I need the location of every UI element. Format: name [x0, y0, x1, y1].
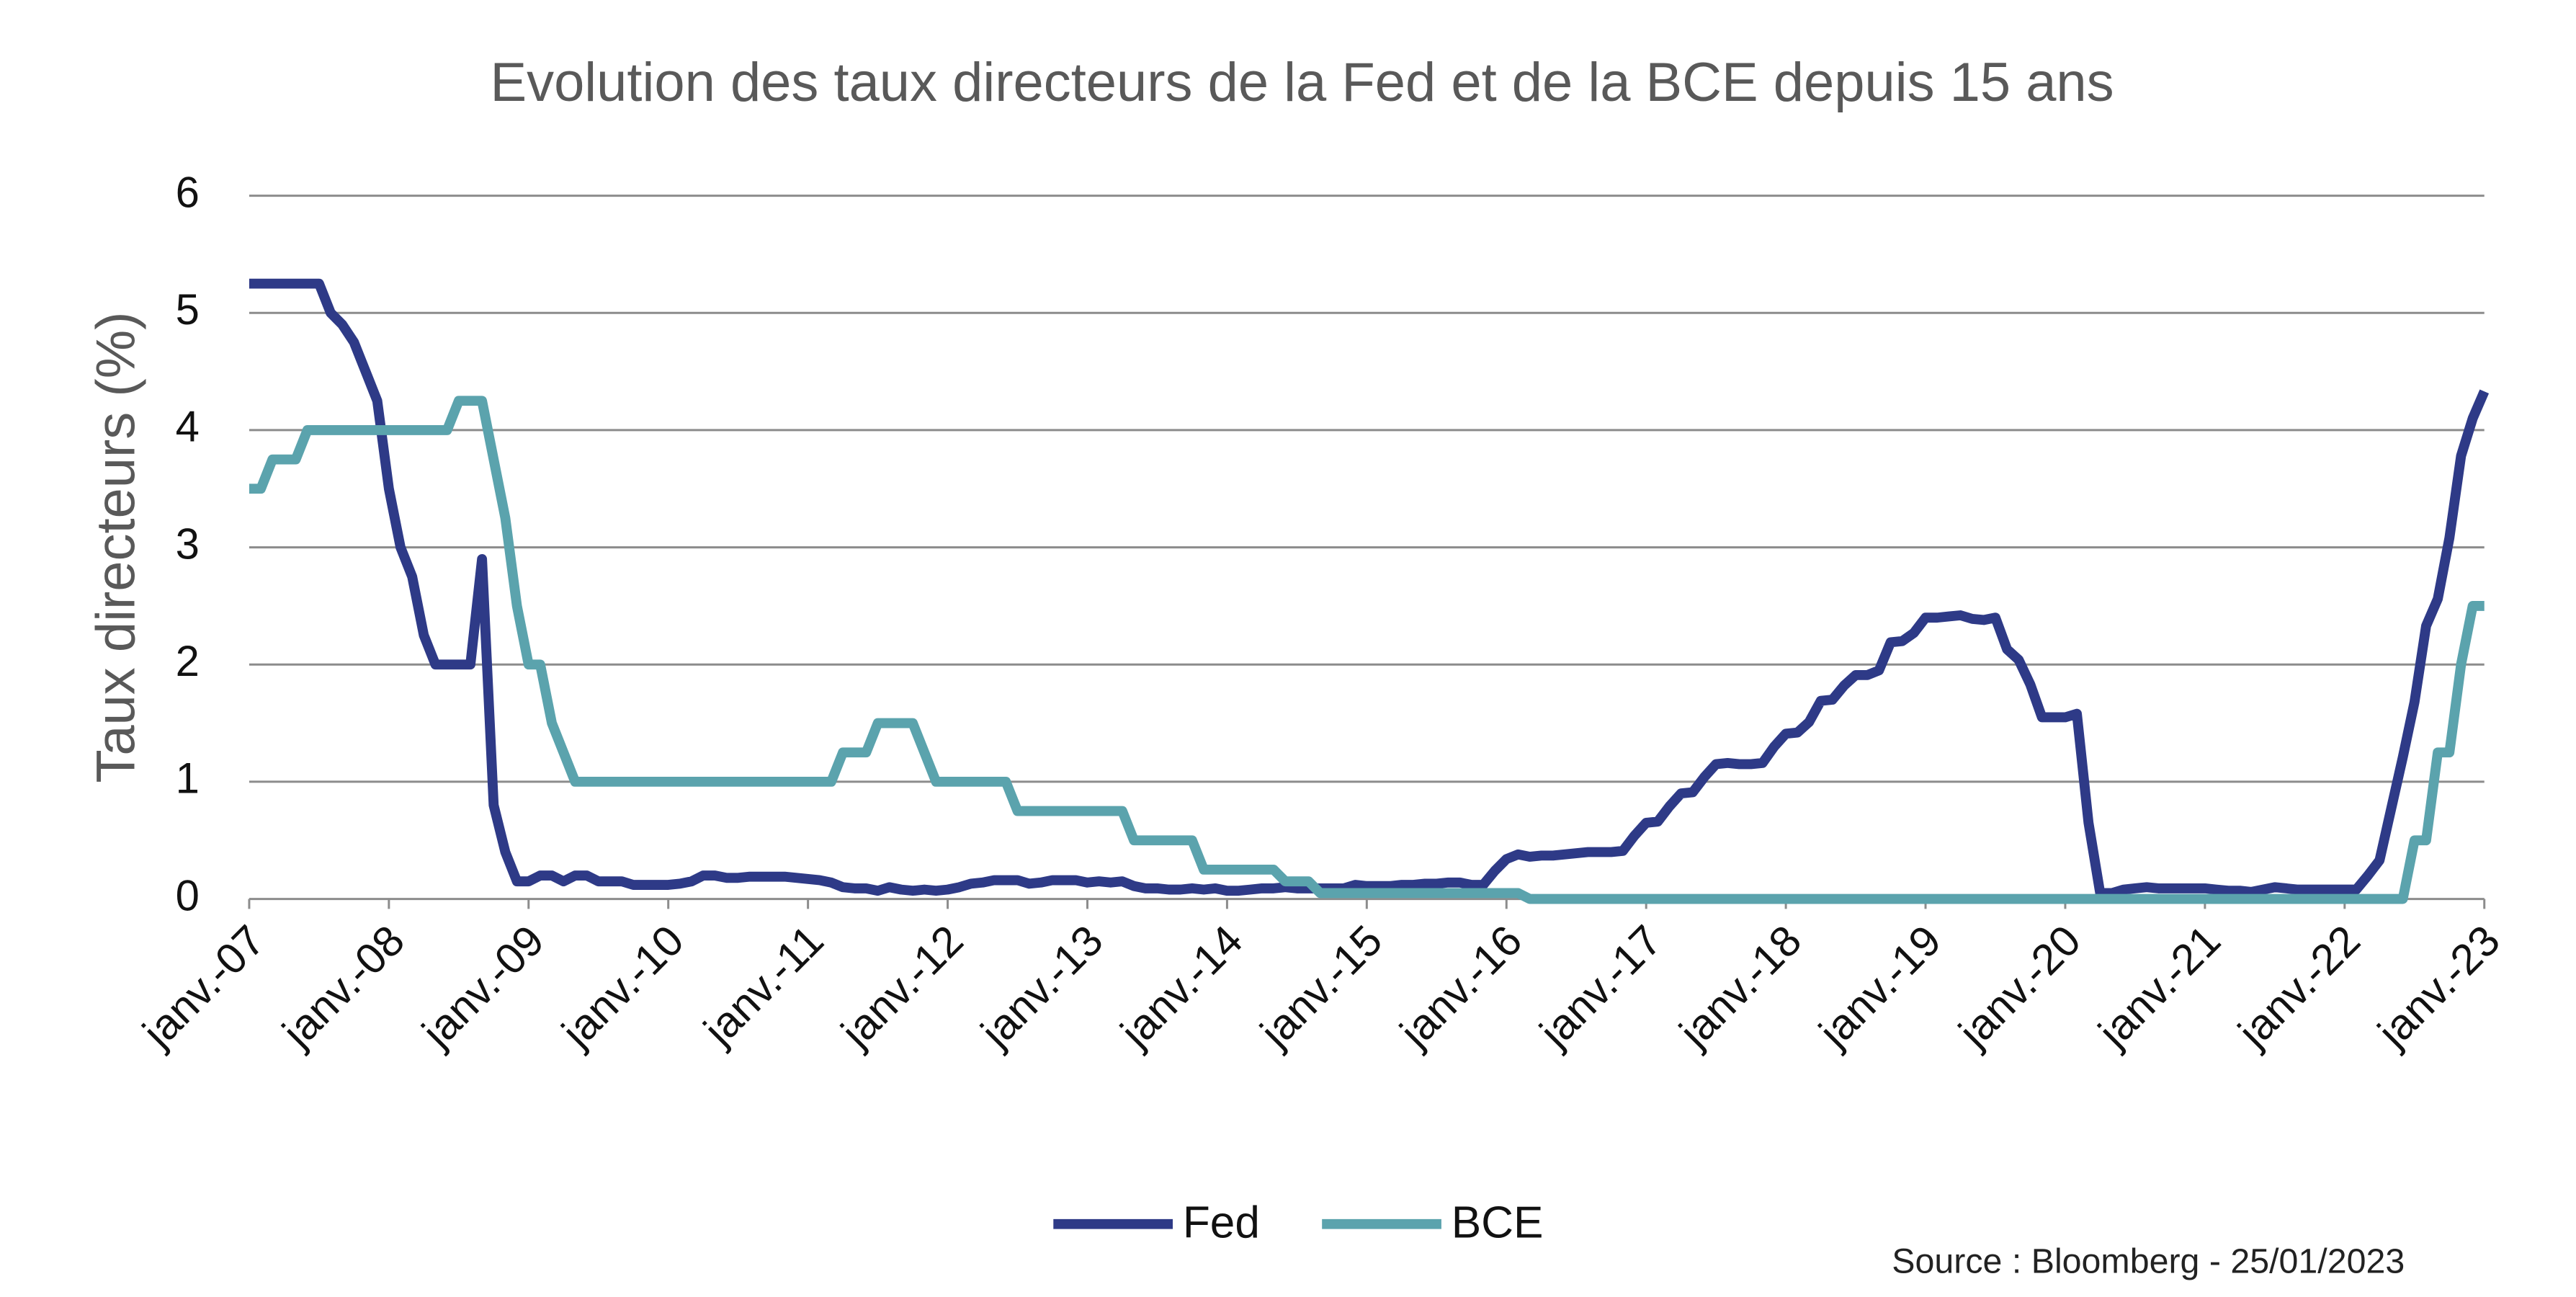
- chart-title: Evolution des taux directeurs de la Fed …: [490, 52, 2114, 113]
- y-tick-label: 6: [176, 168, 200, 216]
- legend-label: BCE: [1452, 1198, 1544, 1247]
- x-tick-label: janv.-21: [2088, 916, 2230, 1057]
- source-note: Source : Bloomberg - 25/01/2023: [1892, 1242, 2405, 1281]
- x-tick-label: janv.-15: [1250, 916, 1391, 1057]
- y-tick-label: 4: [176, 403, 200, 451]
- x-tick-label: janv.-17: [1529, 916, 1671, 1057]
- x-tick-label: janv.-07: [133, 916, 274, 1057]
- x-tick-label: janv.-08: [272, 916, 413, 1057]
- y-tick-label: 1: [176, 754, 200, 803]
- y-tick-label: 5: [176, 285, 200, 334]
- x-tick-label: janv.-16: [1390, 916, 1531, 1057]
- x-tick-label: janv.-22: [2228, 916, 2369, 1057]
- series-line: [249, 278, 2490, 899]
- y-tick-label: 3: [176, 520, 200, 568]
- x-tick-label: janv.-10: [552, 916, 693, 1057]
- x-tick-label: janv.-19: [1809, 916, 1950, 1057]
- x-tick-label: janv.-23: [2368, 916, 2509, 1057]
- x-tick-label: janv.-11: [694, 916, 833, 1055]
- y-axis-label: Taux directeurs (%): [85, 312, 146, 783]
- y-tick-label: 0: [176, 871, 200, 919]
- legend-label: Fed: [1183, 1198, 1260, 1247]
- series-line: [249, 396, 2485, 904]
- x-tick-label: janv.-18: [1669, 916, 1810, 1057]
- x-tick-label: janv.-09: [412, 916, 553, 1057]
- x-tick-label: janv.-20: [1949, 916, 2090, 1057]
- x-tick-label: janv.-14: [1110, 916, 1251, 1057]
- x-tick-label: janv.-12: [831, 916, 972, 1057]
- x-tick-label: janv.-13: [971, 916, 1112, 1057]
- y-tick-label: 2: [176, 637, 200, 685]
